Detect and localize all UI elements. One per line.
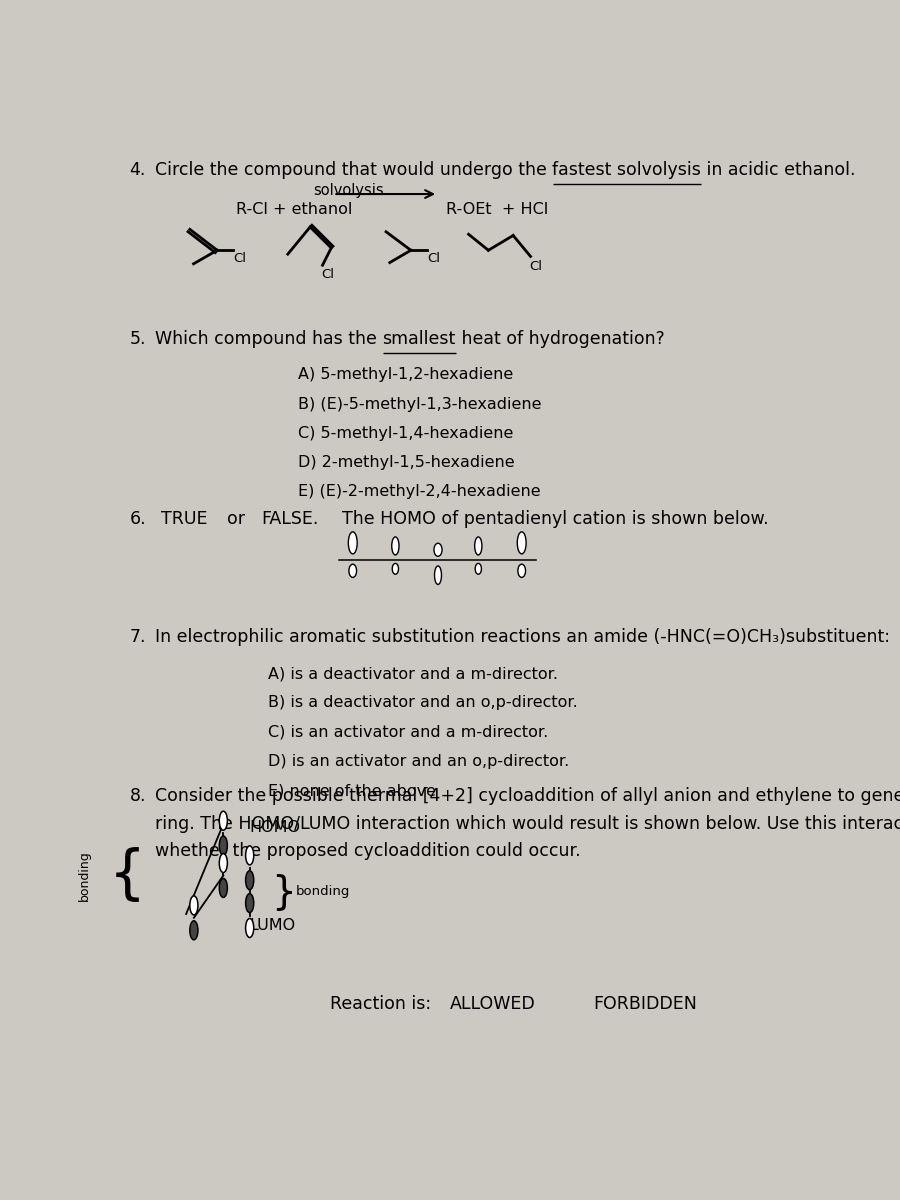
Text: B) is a deactivator and an o,p-director.: B) is a deactivator and an o,p-director.	[267, 695, 577, 710]
Text: 6.: 6.	[130, 510, 146, 528]
Text: A) 5-methyl-1,2-hexadiene: A) 5-methyl-1,2-hexadiene	[299, 367, 514, 383]
Text: Circle the compound that would undergo the: Circle the compound that would undergo t…	[155, 161, 553, 179]
Ellipse shape	[190, 920, 198, 940]
Ellipse shape	[518, 564, 526, 577]
Text: or: or	[227, 510, 245, 528]
Text: ALLOWED: ALLOWED	[450, 995, 536, 1013]
Text: fastest solvolysis: fastest solvolysis	[553, 161, 701, 179]
Text: smallest: smallest	[382, 330, 455, 348]
Ellipse shape	[220, 878, 228, 898]
Ellipse shape	[349, 564, 356, 577]
Text: R-Cl + ethanol: R-Cl + ethanol	[237, 202, 353, 217]
Text: }: }	[272, 872, 296, 911]
Ellipse shape	[246, 918, 254, 937]
Ellipse shape	[348, 532, 357, 554]
Ellipse shape	[392, 564, 399, 575]
Text: Consider the possible thermal [4+2] cycloaddition of allyl anion and ethylene to: Consider the possible thermal [4+2] cycl…	[155, 787, 900, 805]
Text: A) is a deactivator and a m-director.: A) is a deactivator and a m-director.	[267, 666, 557, 682]
Text: Reaction is:: Reaction is:	[329, 995, 430, 1013]
Text: HOMO: HOMO	[249, 820, 301, 835]
Text: C) is an activator and a m-director.: C) is an activator and a m-director.	[267, 725, 548, 739]
Text: 7.: 7.	[130, 628, 146, 646]
Ellipse shape	[220, 836, 228, 856]
Ellipse shape	[246, 846, 254, 865]
Text: FORBIDDEN: FORBIDDEN	[593, 995, 697, 1013]
Ellipse shape	[435, 566, 442, 584]
Ellipse shape	[434, 544, 442, 557]
Text: R-OEt  + HCl: R-OEt + HCl	[446, 202, 548, 217]
Ellipse shape	[392, 536, 399, 554]
Text: E) (E)-2-methyl-2,4-hexadiene: E) (E)-2-methyl-2,4-hexadiene	[299, 485, 541, 499]
Text: E) none of the above: E) none of the above	[267, 784, 436, 798]
Ellipse shape	[518, 532, 526, 554]
Text: 4.: 4.	[130, 161, 146, 179]
Text: Which compound has the: Which compound has the	[155, 330, 382, 348]
Ellipse shape	[474, 536, 482, 554]
Text: The HOMO of pentadienyl cation is shown below.: The HOMO of pentadienyl cation is shown …	[331, 510, 769, 528]
Ellipse shape	[190, 896, 198, 914]
Text: Cl: Cl	[321, 268, 334, 281]
Text: Cl: Cl	[427, 252, 440, 265]
Text: FALSE.: FALSE.	[261, 510, 319, 528]
Text: ring. The HOMO/LUMO interaction which would result is shown below. Use this inte: ring. The HOMO/LUMO interaction which wo…	[155, 815, 900, 833]
Ellipse shape	[220, 853, 228, 872]
Text: 8.: 8.	[130, 787, 146, 805]
Ellipse shape	[475, 564, 482, 575]
Text: whether the proposed cycloaddition could occur.: whether the proposed cycloaddition could…	[155, 842, 580, 860]
Text: D) 2-methyl-1,5-hexadiene: D) 2-methyl-1,5-hexadiene	[299, 455, 515, 470]
Ellipse shape	[246, 871, 254, 889]
Text: bonding: bonding	[77, 850, 91, 901]
Text: LUMO: LUMO	[249, 918, 296, 932]
Text: D) is an activator and an o,p-director.: D) is an activator and an o,p-director.	[267, 754, 569, 769]
Text: 5.: 5.	[130, 330, 146, 348]
Text: Cl: Cl	[529, 259, 543, 272]
Text: {: {	[109, 847, 146, 904]
Text: TRUE: TRUE	[160, 510, 207, 528]
Text: solvolysis: solvolysis	[313, 182, 384, 198]
Text: In electrophilic aromatic substitution reactions an amide (-HNC(=O)CH₃)substitue: In electrophilic aromatic substitution r…	[155, 628, 890, 646]
Ellipse shape	[220, 811, 228, 830]
Ellipse shape	[246, 894, 254, 913]
Text: Cl: Cl	[233, 252, 247, 265]
Text: B) (E)-5-methyl-1,3-hexadiene: B) (E)-5-methyl-1,3-hexadiene	[299, 396, 542, 412]
Text: heat of hydrogenation?: heat of hydrogenation?	[455, 330, 664, 348]
Text: in acidic ethanol.: in acidic ethanol.	[701, 161, 856, 179]
Text: bonding: bonding	[296, 886, 351, 898]
Text: C) 5-methyl-1,4-hexadiene: C) 5-methyl-1,4-hexadiene	[299, 426, 514, 440]
